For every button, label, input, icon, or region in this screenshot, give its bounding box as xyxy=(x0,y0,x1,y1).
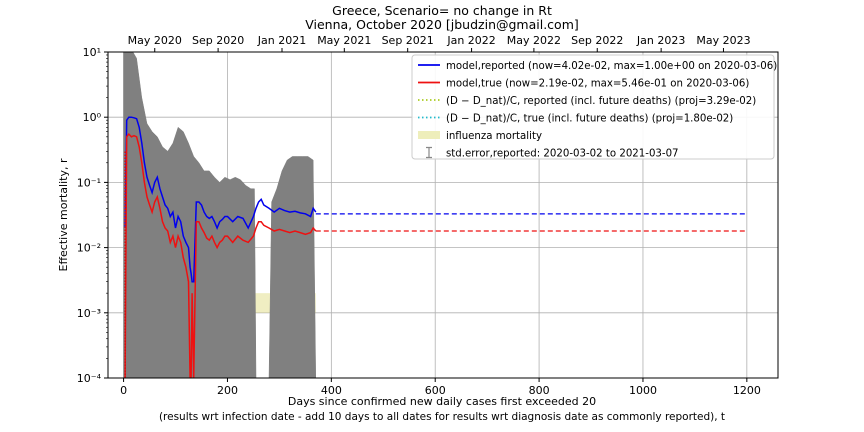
top-tick-label: May 2023 xyxy=(696,34,750,47)
y-tick-label: 10⁻³ xyxy=(77,307,101,320)
y-tick-label: 10⁻² xyxy=(77,242,101,255)
y-axis-label: Effective mortality, r xyxy=(57,158,70,271)
series-line-model-true xyxy=(124,132,317,378)
legend-label: std.error,reported: 2020-03-02 to 2021-0… xyxy=(446,149,679,160)
chart-title: Greece, Scenario= no change in Rt xyxy=(332,3,552,18)
legend-swatch xyxy=(426,146,432,159)
legend-label: influenza mortality xyxy=(446,131,542,142)
legend-label: model,true (now=2.19e-02, max=5.46e-01 o… xyxy=(446,79,749,90)
x-axis: 0 200 400 600 800 1000 1200 xyxy=(120,378,761,397)
x-axis-label: Days since confirmed new daily cases fir… xyxy=(288,395,596,408)
top-tick-label: Jan 2022 xyxy=(446,34,495,47)
legend-box xyxy=(411,54,775,160)
top-date-axis: May 2020 Sep 2020 Jan 2021 May 2021 Sep 2021… xyxy=(128,34,751,52)
top-tick-label: Jan 2023 xyxy=(636,34,685,47)
series-line-model-reported xyxy=(124,116,317,283)
x-tick-label: 600 xyxy=(425,384,446,397)
top-tick-label: May 2021 xyxy=(317,34,371,47)
plot-frame xyxy=(107,51,779,379)
y-tick-label: 10⁻⁴ xyxy=(77,372,102,385)
legend-label: model,reported (now=4.02e-02, max=1.00e+… xyxy=(446,61,777,72)
top-tick-label: May 2022 xyxy=(507,34,561,47)
x-tick-label: 1200 xyxy=(733,384,761,397)
chart-subtitle: Vienna, October 2020 [jbudzin@gmail.com] xyxy=(305,17,579,32)
legend-label: (D − D_nat)/C, true (incl. future deaths… xyxy=(446,114,733,125)
x-tick-label: 800 xyxy=(529,384,550,397)
error-band xyxy=(123,52,317,378)
y-tick-label: 10⁻¹ xyxy=(77,176,101,189)
y-tick-label: 10¹ xyxy=(83,46,101,59)
top-tick-label: Jan 2021 xyxy=(257,34,306,47)
top-tick-label: Sep 2022 xyxy=(571,34,623,47)
top-tick-label: May 2020 xyxy=(128,34,182,47)
top-tick-label: Sep 2020 xyxy=(192,34,244,47)
y-tick-label: 10⁰ xyxy=(83,111,102,124)
legend-label: (D − D_nat)/C, reported (incl. future de… xyxy=(446,96,756,107)
legend-swatch xyxy=(418,131,440,139)
x-axis-label-note: (results wrt infection date - add 10 day… xyxy=(159,411,725,423)
x-tick-label: 200 xyxy=(217,384,238,397)
legend: model,reported (now=4.02e-02, max=1.00e+… xyxy=(411,54,777,160)
x-tick-label: 0 xyxy=(120,384,127,397)
x-tick-label: 400 xyxy=(321,384,342,397)
y-axis: 10⁻⁴ 10⁻³ 10⁻² 10⁻¹ 10⁰ 10¹ xyxy=(77,46,108,385)
x-tick-label: 1000 xyxy=(629,384,657,397)
top-tick-label: Sep 2021 xyxy=(382,34,434,47)
